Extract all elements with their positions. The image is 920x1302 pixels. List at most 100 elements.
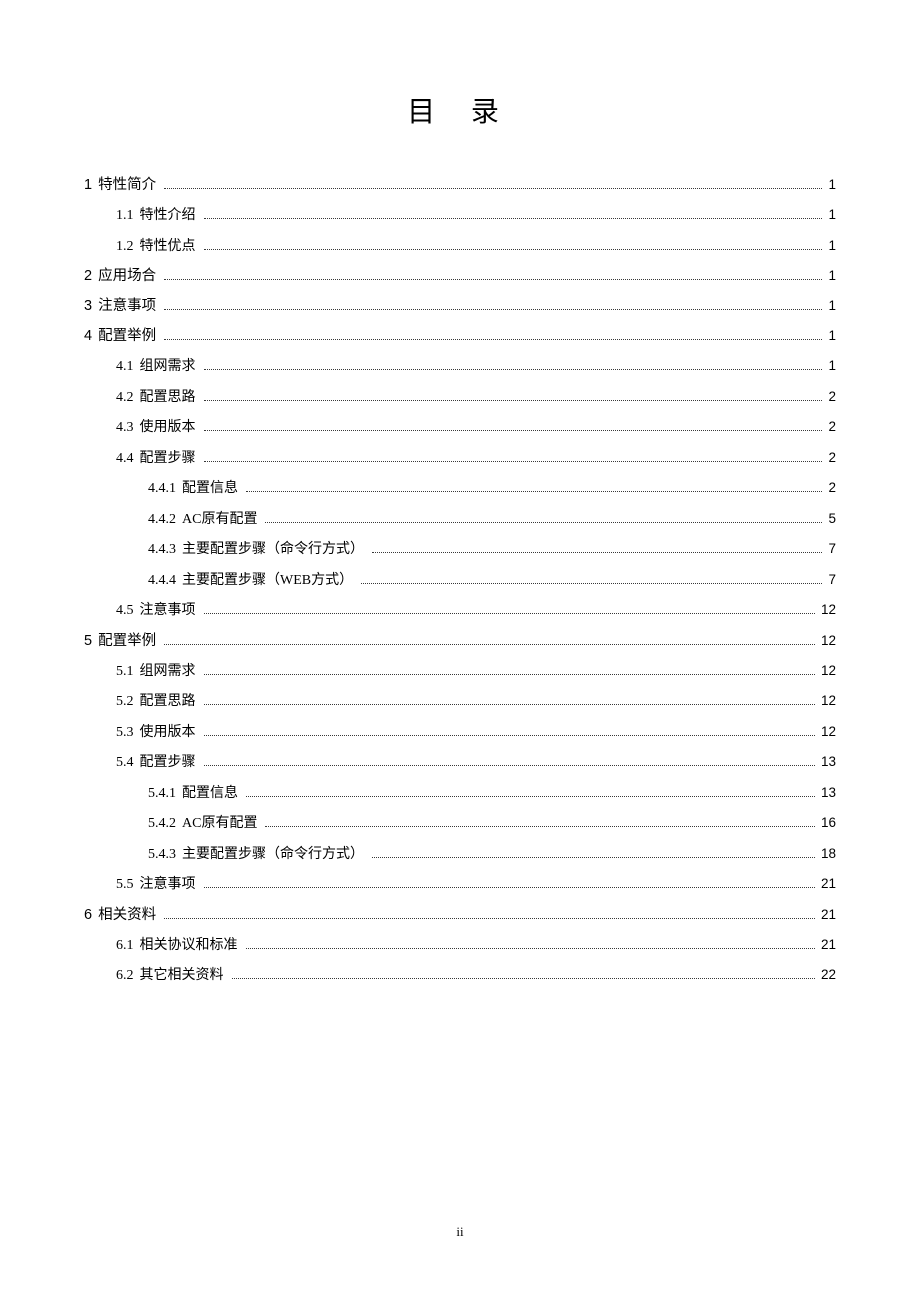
toc-entry[interactable]: 5.3 使用版本 12 [84, 725, 836, 740]
toc-entry-number: 2 [84, 269, 92, 284]
toc-entry-page: 18 [819, 847, 836, 861]
toc-entry-text: AC原有配置 [182, 513, 257, 527]
toc-entry[interactable]: 4配置举例1 [84, 329, 836, 344]
toc-entry-page: 13 [819, 755, 836, 769]
toc-leader-dots [164, 299, 822, 310]
toc-entry-page: 1 [826, 299, 836, 313]
toc-entry-text: 主要配置步骤（WEB方式） [182, 574, 353, 588]
toc-entry[interactable]: 1.2特性优点1 [84, 239, 836, 254]
toc-entry-page: 1 [826, 208, 836, 222]
toc-leader-dots [204, 755, 815, 766]
toc-entry[interactable]: 4.3 使用版本 2 [84, 420, 836, 435]
toc-entry-number: 5.4.1 [148, 787, 176, 801]
toc-entry-text: 使用版本 [140, 726, 196, 740]
toc-entry[interactable]: 4.2 配置思路 2 [84, 390, 836, 405]
toc-entry-page: 12 [819, 634, 836, 648]
toc-leader-dots [372, 542, 822, 553]
toc-entry-number: 5.4.3 [148, 848, 176, 862]
toc-leader-dots [204, 725, 815, 736]
toc-entry-page: 2 [826, 420, 836, 434]
toc-entry[interactable]: 2应用场合1 [84, 269, 836, 284]
toc-entry-page: 5 [826, 512, 836, 526]
toc-entry-text: 使用版本 [140, 421, 196, 435]
toc-entry-number: 6.1 [116, 939, 134, 953]
toc-entry-page: 7 [826, 573, 836, 587]
toc-entry-text: AC原有配置 [182, 817, 257, 831]
toc-entry-page: 12 [819, 603, 836, 617]
toc-entry-text: 组网需求 [140, 360, 196, 374]
toc-leader-dots [265, 816, 815, 827]
toc-entry-text: 注意事项 [140, 604, 196, 618]
toc-entry[interactable]: 5.4.2 AC原有配置 16 [84, 816, 836, 831]
toc-leader-dots [204, 208, 823, 219]
toc-entry[interactable]: 6相关资料21 [84, 908, 836, 923]
toc-entry-number: 4 [84, 329, 92, 344]
toc-entry[interactable]: 4.4.1配置信息2 [84, 481, 836, 496]
toc-entry[interactable]: 5.4.1配置信息13 [84, 786, 836, 801]
toc-entry-number: 4.2 [116, 391, 134, 405]
toc-entry-number: 4.4.4 [148, 574, 176, 588]
toc-entry[interactable]: 5.1 组网需求 12 [84, 664, 836, 679]
toc-entry-number: 4.4.3 [148, 543, 176, 557]
toc-leader-dots [246, 786, 815, 797]
toc-entry-text: 相关资料 [98, 908, 156, 923]
toc-entry-text: 应用场合 [98, 269, 156, 284]
toc-entry-number: 5.1 [116, 665, 134, 679]
toc-leader-dots [204, 694, 815, 705]
toc-entry[interactable]: 1.1特性介绍1 [84, 208, 836, 223]
toc-entry-text: 组网需求 [140, 665, 196, 679]
toc-entry-text: 主要配置步骤（命令行方式） [182, 848, 364, 862]
toc-entry-page: 21 [819, 908, 836, 922]
toc-leader-dots [204, 877, 815, 888]
toc-entry[interactable]: 3注意事项1 [84, 299, 836, 314]
toc-leader-dots [204, 664, 815, 675]
toc-entry[interactable]: 4.4.4 主要配置步骤（WEB方式） 7 [84, 573, 836, 588]
toc-entry[interactable]: 5.5注意事项21 [84, 877, 836, 892]
toc-entry[interactable]: 6.2其它相关资料22 [84, 968, 836, 983]
toc-entry-text: 配置步骤 [140, 756, 196, 770]
toc-entry-text: 配置举例 [98, 634, 156, 649]
toc-entry-page: 12 [819, 664, 836, 678]
toc-leader-dots [204, 451, 823, 462]
toc-leader-dots [164, 908, 815, 919]
toc-entry-text: 特性优点 [140, 240, 196, 254]
toc-entry-page: 2 [826, 390, 836, 404]
toc-entry[interactable]: 4.4.2 AC原有配置 5 [84, 512, 836, 527]
toc-entry-number: 4.1 [116, 360, 134, 374]
toc-entry-text: 特性介绍 [140, 209, 196, 223]
toc-entry-page: 21 [819, 877, 836, 891]
toc-entry[interactable]: 4.4配置步骤2 [84, 451, 836, 466]
toc-entry-page: 2 [826, 481, 836, 495]
toc-entry-number: 5.4.2 [148, 817, 176, 831]
toc-entry[interactable]: 4.1组网需求1 [84, 359, 836, 374]
toc-entry-number: 4.5 [116, 604, 134, 618]
toc-leader-dots [372, 847, 815, 858]
toc-leader-dots [204, 603, 815, 614]
toc-entry-text: 特性简介 [98, 178, 156, 193]
toc-entry[interactable]: 5.4.3 主要配置步骤（命令行方式） 18 [84, 847, 836, 862]
toc-leader-dots [164, 178, 822, 189]
toc-entry-text: 注意事项 [140, 878, 196, 892]
toc-entry-number: 6.2 [116, 969, 134, 983]
toc-entry-number: 4.3 [116, 421, 134, 435]
toc-entry[interactable]: 5.2配置思路12 [84, 694, 836, 709]
toc-entry-number: 5.3 [116, 726, 134, 740]
toc-entry-number: 5.4 [116, 756, 134, 770]
toc-entry-page: 16 [819, 816, 836, 830]
toc-leader-dots [164, 329, 822, 340]
toc-entry-text: 配置思路 [140, 391, 196, 405]
toc-entry-number: 4.4.2 [148, 513, 176, 527]
toc-entry[interactable]: 5配置举例12 [84, 634, 836, 649]
toc-entry[interactable]: 5.4 配置步骤 13 [84, 755, 836, 770]
toc-entry[interactable]: 4.5 注意事项 12 [84, 603, 836, 618]
toc-entry-page: 22 [819, 968, 836, 982]
toc-entry[interactable]: 6.1相关协议和标准21 [84, 938, 836, 953]
toc-entry-page: 2 [826, 451, 836, 465]
toc-entry-number: 4.4.1 [148, 482, 176, 496]
toc-entry-number: 4.4 [116, 452, 134, 466]
toc-entry-page: 12 [819, 725, 836, 739]
toc-entry[interactable]: 4.4.3主要配置步骤（命令行方式）7 [84, 542, 836, 557]
toc-entry-page: 7 [826, 542, 836, 556]
toc-entry[interactable]: 1特性简介1 [84, 178, 836, 193]
toc-entry-page: 21 [819, 938, 836, 952]
